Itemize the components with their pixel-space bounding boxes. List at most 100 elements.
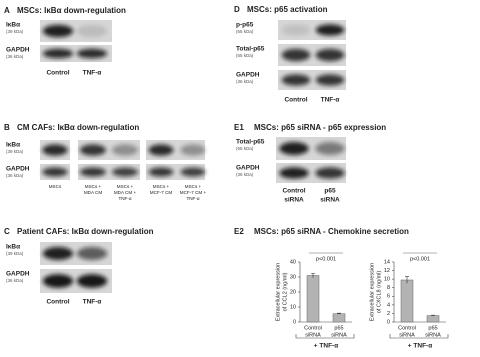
- lane-label: Control: [284, 97, 307, 104]
- y-axis-label: of CCL2 (ng/ml): [282, 272, 288, 311]
- row-kda: (65 kDa): [236, 146, 254, 151]
- lane-label: TNF-α: [321, 97, 340, 104]
- blot-band: [180, 144, 206, 156]
- row-kda: (65 kDa): [236, 29, 254, 34]
- blot-band: [42, 274, 74, 288]
- lane-label: MCF-7 CM: [150, 190, 173, 195]
- lane-label: TNF-α: [186, 196, 199, 201]
- blot-band: [281, 74, 311, 86]
- y-tick-label: 30: [290, 274, 296, 280]
- lane-label: MSCs +: [117, 184, 134, 189]
- blot-band: [180, 167, 206, 177]
- blot-band: [315, 167, 345, 179]
- error-bar: [337, 312, 341, 315]
- y-tick-label: 10: [384, 277, 390, 283]
- bar: [426, 315, 440, 323]
- bar: [306, 275, 320, 323]
- group-label: + TNF-α: [408, 343, 432, 350]
- y-tick-label: 40: [290, 259, 296, 265]
- y-tick-label: 10: [290, 304, 296, 310]
- row-label: IκBα: [6, 142, 20, 149]
- panel-letter: E2: [234, 227, 244, 236]
- row-kda: (36 kDa): [6, 54, 24, 59]
- lane-label: MSCs +: [185, 184, 202, 189]
- blot-band: [79, 167, 107, 177]
- lane-label: MSCs +: [153, 184, 170, 189]
- y-axis-label: Extracellular expression: [369, 263, 375, 321]
- blot-band: [76, 48, 108, 59]
- x-tick-label: siRNA: [425, 332, 441, 338]
- x-tick-label: Control: [304, 325, 322, 331]
- y-tick-label: 14: [384, 259, 390, 265]
- group-bracket: [295, 334, 355, 339]
- blot-band: [42, 144, 68, 156]
- lane-label: p65: [324, 188, 336, 195]
- error-bar: [431, 314, 435, 316]
- error-bar: [311, 272, 315, 278]
- lane-label: MSCs: [49, 184, 62, 189]
- row-label: GAPDH: [236, 165, 260, 172]
- blot-band: [281, 24, 311, 36]
- row-label: GAPDH: [6, 166, 30, 173]
- panel-title: MSCs: p65 siRNA - p65 expression: [254, 123, 386, 132]
- panel-title: CM CAFs: IκBα down-regulation: [17, 123, 139, 132]
- row-label: Total-p65: [236, 139, 265, 146]
- panel-letter: C: [4, 227, 10, 236]
- lane-label: Control: [46, 70, 69, 77]
- panel-letter: A: [4, 6, 10, 15]
- blot-band: [111, 144, 139, 156]
- lane-label: Control: [282, 188, 305, 195]
- lane-label: MCF-7 CM +: [180, 190, 207, 195]
- blot-band: [315, 142, 345, 155]
- x-tick-label: siRNA: [331, 332, 347, 338]
- x-tick-label: p65: [428, 325, 437, 331]
- significance-label: p<0.001: [410, 256, 430, 262]
- blot-band: [76, 24, 108, 38]
- row-kda: (39 kDa): [6, 251, 24, 256]
- blot-band: [279, 142, 309, 155]
- blot-band: [315, 74, 345, 86]
- row-kda: (65 kDa): [236, 53, 254, 58]
- lane-label: siRNA: [320, 197, 340, 204]
- row-label: IκBα: [6, 244, 20, 251]
- blot-band: [279, 167, 309, 179]
- blot-band: [79, 144, 107, 156]
- row-kda: (36 kDa): [236, 79, 254, 84]
- significance-label: p<0.001: [316, 256, 336, 262]
- blot-band: [315, 24, 345, 36]
- group-label: + TNF-α: [314, 343, 338, 350]
- panel-letter: B: [4, 123, 10, 132]
- row-label: GAPDH: [6, 271, 30, 278]
- blot-band: [148, 144, 174, 156]
- x-tick-label: p65: [334, 325, 343, 331]
- x-tick-label: siRNA: [305, 332, 321, 338]
- y-tick-label: 8: [387, 285, 390, 291]
- y-tick-label: 20: [290, 289, 296, 295]
- x-tick-label: siRNA: [399, 332, 415, 338]
- y-tick-label: 4: [387, 302, 390, 308]
- blot-band: [76, 247, 108, 260]
- blot-band: [76, 274, 108, 288]
- y-axis-label: of CXCL8 (ng/ml): [376, 271, 382, 314]
- row-label: Total-p65: [236, 46, 265, 53]
- blot-band: [42, 167, 68, 177]
- row-label: p-p65: [236, 22, 254, 29]
- y-tick-label: 0: [293, 319, 296, 325]
- row-kda: (39 kDa): [6, 149, 24, 154]
- blot-band: [315, 48, 345, 62]
- row-label: IκBα: [6, 22, 20, 29]
- group-bracket: [389, 334, 449, 339]
- x-tick-label: Control: [398, 325, 416, 331]
- row-kda: (36 kDa): [236, 172, 254, 177]
- y-tick-label: 0: [387, 319, 390, 325]
- panel-title: MSCs: IκBα down-regulation: [17, 6, 126, 15]
- lane-label: siRNA: [284, 197, 304, 204]
- blot-band: [42, 247, 74, 260]
- y-tick-label: 6: [387, 294, 390, 300]
- lane-label: TNF-α: [118, 196, 131, 201]
- row-kda: (36 kDa): [6, 278, 24, 283]
- row-label: GAPDH: [236, 72, 260, 79]
- row-label: GAPDH: [6, 47, 30, 54]
- y-tick-label: 2: [387, 311, 390, 317]
